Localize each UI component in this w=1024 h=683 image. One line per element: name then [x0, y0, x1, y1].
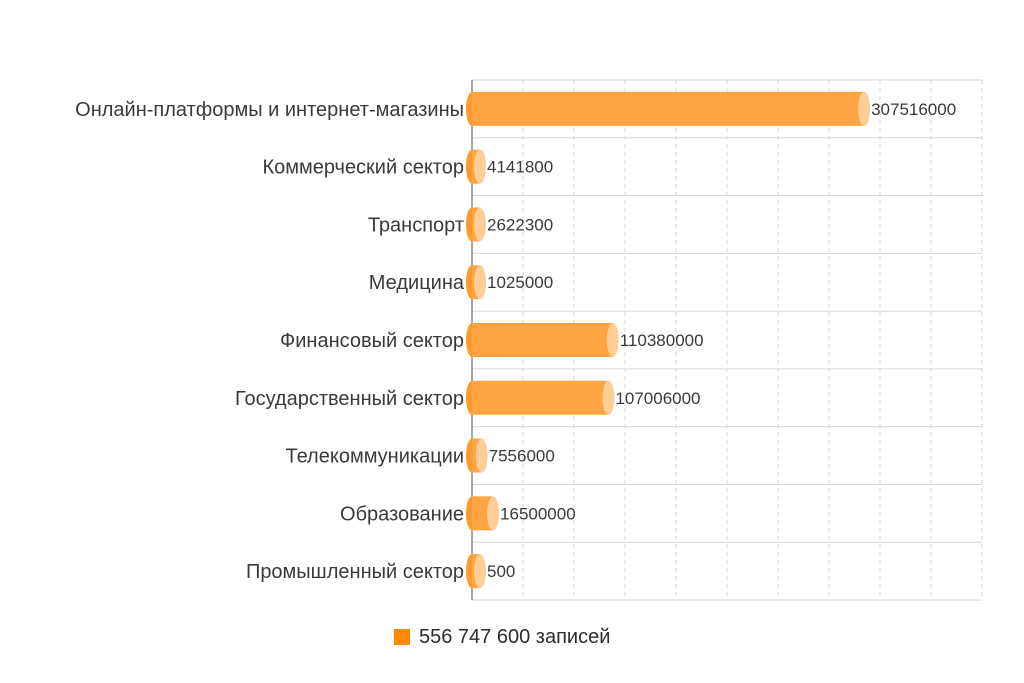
category-label: Онлайн-платформы и интернет-магазины: [75, 99, 464, 121]
bars: [466, 91, 871, 589]
bar-body: [472, 380, 609, 415]
value-label: 1025000: [487, 273, 553, 292]
category-label: Государственный сектор: [235, 388, 464, 410]
category-label: Телекоммуникации: [286, 446, 465, 468]
value-label: 2622300: [487, 215, 553, 234]
bar: [466, 554, 486, 589]
bar: [466, 91, 871, 126]
category-label: Транспорт: [368, 214, 464, 236]
bar-end-cap: [474, 265, 486, 300]
bar-end-cap: [858, 91, 871, 126]
value-label: 7556000: [489, 447, 555, 466]
chart-legend[interactable]: 556 747 600 записей: [394, 624, 610, 650]
value-label: 107006000: [615, 389, 700, 408]
grid-lines: [472, 79, 983, 601]
bar: [466, 438, 488, 473]
bar-end-cap: [475, 438, 488, 473]
bar-body: [472, 91, 865, 126]
bar-end-cap: [474, 554, 486, 589]
bar-end-cap: [487, 496, 500, 531]
category-label: Медицина: [369, 272, 465, 294]
bar-end-cap: [606, 323, 619, 357]
value-label: 110380000: [620, 331, 704, 350]
labels: Онлайн-платформы и интернет-магазины 3075…: [75, 99, 956, 583]
value-label: 4141800: [487, 158, 553, 177]
bar: [466, 265, 486, 300]
legend-swatch: [394, 629, 410, 645]
legend-label: 556 747 600 записей: [419, 625, 611, 648]
category-label: Промышленный сектор: [246, 561, 464, 583]
bar-body: [472, 323, 613, 357]
category-label: Коммерческий сектор: [262, 157, 464, 179]
value-label: 307516000: [871, 100, 956, 119]
value-label: 500: [487, 562, 515, 581]
bar-end-cap: [474, 207, 486, 242]
bar: [466, 380, 615, 415]
bar: [466, 149, 486, 184]
bar-end-cap: [602, 380, 615, 415]
bar: [466, 496, 500, 531]
bar-body: [472, 496, 494, 531]
category-label: Образование: [340, 503, 464, 525]
bar: [466, 323, 619, 357]
bar: [466, 207, 486, 242]
value-label: 16500000: [500, 504, 576, 523]
bar-end-cap: [474, 149, 486, 184]
category-label: Финансовый сектор: [280, 330, 464, 352]
